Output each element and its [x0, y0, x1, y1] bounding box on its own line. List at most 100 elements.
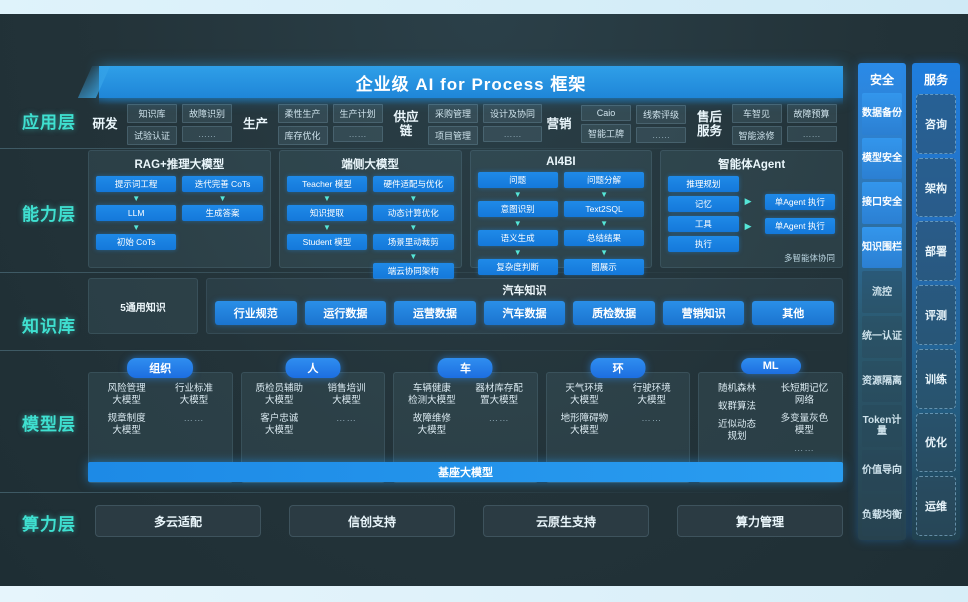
capability-node[interactable]: 初始 CoTs	[96, 234, 177, 250]
compute-button[interactable]: 算力管理	[677, 505, 843, 537]
application-chip[interactable]: ……	[182, 125, 233, 142]
capability-node[interactable]: Teacher 模型	[286, 176, 368, 192]
application-chip[interactable]: 故障预算	[786, 103, 837, 123]
model-item[interactable]: 多变量灰色 模型	[780, 413, 829, 436]
model-item[interactable]: 近似动态 规划	[718, 419, 757, 442]
model-item[interactable]: ……	[336, 413, 358, 424]
model-category-pill[interactable]: 环	[590, 358, 646, 378]
model-item[interactable]: 风险管理 大模型	[107, 383, 146, 406]
service-item[interactable]: 训练	[916, 348, 956, 409]
application-chip[interactable]: 设计及协同	[483, 103, 543, 123]
model-item[interactable]: ……	[793, 443, 815, 454]
capability-node[interactable]: 总结结果	[563, 230, 645, 246]
application-chip[interactable]: ……	[636, 127, 687, 143]
model-item[interactable]: 天气环境 大模型	[565, 383, 604, 406]
knowledge-chip[interactable]: 运营数据	[394, 301, 476, 325]
capability-node[interactable]: 提示词工程	[96, 176, 177, 192]
model-item[interactable]: ……	[488, 413, 510, 424]
model-item[interactable]: 器材库存配 置大模型	[475, 383, 523, 406]
compute-button[interactable]: 信创支持	[289, 505, 455, 537]
application-chip[interactable]: Caio	[581, 105, 632, 121]
knowledge-chip[interactable]: 行业规范	[215, 301, 297, 325]
application-chip[interactable]: 车智见	[731, 103, 782, 123]
capability-node[interactable]: 硬件适配与优化	[373, 176, 454, 192]
capability-node[interactable]: 意图识别	[477, 201, 558, 217]
model-item[interactable]: ……	[183, 413, 205, 424]
capability-node[interactable]: 问题分解	[563, 172, 645, 188]
security-item[interactable]: 数据备份	[862, 93, 902, 135]
security-item[interactable]: Token计量	[862, 405, 902, 447]
application-chip[interactable]: 智能涂修	[731, 125, 782, 145]
security-item[interactable]: 负载均衡	[862, 494, 902, 536]
compute-button[interactable]: 多云适配	[95, 505, 261, 537]
application-chip[interactable]: 线索评级	[636, 105, 687, 124]
model-item[interactable]: ……	[641, 413, 663, 424]
capability-node[interactable]: 单Agent 执行	[764, 218, 835, 234]
model-category-pill[interactable]: 车	[437, 358, 493, 378]
application-chip[interactable]: ……	[483, 125, 543, 142]
model-item[interactable]: 客户忠诚 大模型	[260, 413, 299, 436]
model-item[interactable]: 随机森林	[718, 383, 757, 394]
security-item[interactable]: 价值导向	[862, 449, 902, 492]
security-item[interactable]: 资源隔离	[862, 360, 902, 403]
application-chip[interactable]: ……	[332, 125, 383, 142]
capability-node[interactable]: 生成答案	[182, 205, 263, 221]
capability-node[interactable]: 单Agent 执行	[764, 194, 835, 210]
model-category-pill[interactable]: 人	[285, 358, 341, 378]
security-item[interactable]: 流控	[862, 271, 902, 313]
security-item[interactable]: 统一认证	[862, 315, 902, 358]
capability-node[interactable]: 推理规划	[668, 176, 739, 192]
application-chip[interactable]: 采购管理	[428, 103, 479, 123]
capability-node[interactable]: Student 模型	[286, 234, 368, 250]
capability-node[interactable]: 执行	[668, 236, 739, 252]
service-item[interactable]: 优化	[916, 412, 956, 473]
capability-node[interactable]: 动态计算优化	[373, 205, 454, 221]
model-category-pill[interactable]: ML	[740, 358, 801, 374]
security-item[interactable]: 模型安全	[862, 137, 902, 180]
service-item[interactable]: 运维	[916, 476, 956, 537]
application-chip[interactable]: 库存优化	[277, 125, 328, 145]
capability-node[interactable]: 记忆	[668, 196, 739, 212]
application-chip[interactable]: 故障识别	[182, 103, 233, 123]
capability-node[interactable]: 工具	[668, 216, 739, 232]
model-item[interactable]: 车辆健康 检测大模型	[408, 383, 456, 406]
model-item[interactable]: 行业标准 大模型	[174, 383, 213, 406]
model-item[interactable]: 销售培训 大模型	[327, 383, 366, 406]
service-item[interactable]: 部署	[916, 221, 956, 282]
model-item[interactable]: 行驶环境 大模型	[632, 383, 671, 406]
capability-node[interactable]: 迭代完善 CoTs	[182, 176, 263, 192]
application-chip[interactable]: 项目管理	[428, 125, 479, 145]
application-chip[interactable]: 知识库	[127, 103, 178, 123]
model-category-pill[interactable]: 组织	[127, 358, 194, 378]
knowledge-chip[interactable]: 其他	[752, 301, 835, 325]
knowledge-chip[interactable]: 质检数据	[573, 301, 655, 325]
application-chip[interactable]: 生产计划	[332, 103, 383, 123]
model-item[interactable]: 故障维修 大模型	[412, 413, 451, 436]
application-chip[interactable]: 柔性生产	[277, 103, 328, 123]
model-item[interactable]: 质检员辅助 大模型	[255, 383, 303, 406]
knowledge-chip[interactable]: 汽车数据	[483, 301, 566, 325]
compute-button[interactable]: 云原生支持	[483, 505, 649, 537]
capability-node[interactable]: LLM	[96, 205, 177, 221]
knowledge-chip[interactable]: 营销知识	[662, 301, 745, 325]
security-item[interactable]: 知识围栏	[862, 226, 902, 269]
capability-node[interactable]: 语义生成	[477, 230, 558, 246]
capability-node[interactable]: 知识提取	[286, 205, 368, 221]
application-chip[interactable]: 试验认证	[127, 125, 178, 145]
capability-node[interactable]: 图展示	[563, 259, 645, 275]
security-item[interactable]: 接口安全	[862, 182, 902, 224]
model-item[interactable]: 规章制度 大模型	[107, 413, 146, 436]
capability-node[interactable]: 问题	[477, 172, 558, 188]
service-item[interactable]: 架构	[916, 157, 956, 218]
model-item[interactable]: 蚁群算法	[718, 401, 757, 412]
application-chip[interactable]: ……	[786, 125, 837, 142]
capability-node[interactable]: 场景里动裁剪	[373, 234, 454, 250]
capability-node[interactable]: 复杂度判断	[477, 259, 558, 275]
application-chip[interactable]: 智能工牌	[581, 124, 632, 143]
capability-node[interactable]: 端云协同架构	[373, 263, 454, 279]
model-item[interactable]: 长短期记忆 网络	[780, 383, 829, 406]
service-item[interactable]: 评测	[916, 285, 956, 345]
service-item[interactable]: 咨询	[916, 94, 956, 154]
model-item[interactable]: 地形障碍物 大模型	[560, 413, 609, 436]
capability-node[interactable]: Text2SQL	[563, 201, 645, 217]
